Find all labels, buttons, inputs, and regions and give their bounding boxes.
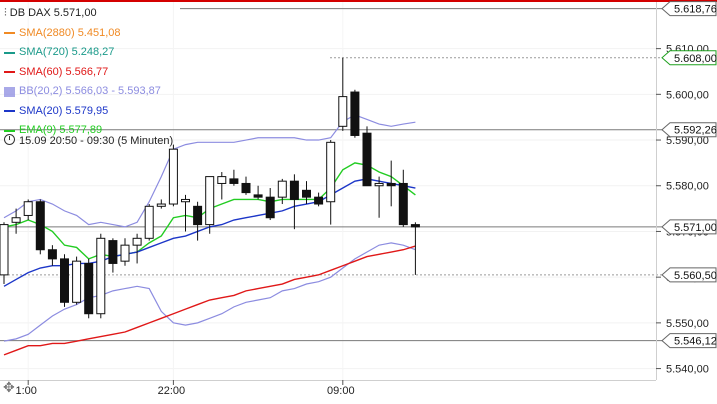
y-tick-label: 5.580,00 <box>666 181 709 193</box>
y-tick-label: 5.540,00 <box>666 364 709 376</box>
price-level-marker[interactable]: 5.571,00 <box>661 219 717 235</box>
price-level-marker-box <box>661 1 717 17</box>
price-level-marker[interactable]: 5.546,12 <box>661 333 717 349</box>
legend-swatch <box>4 71 15 74</box>
legend-swatch <box>4 86 15 97</box>
price-level-label: 5.571,00 <box>674 222 717 234</box>
x-tick-label: 22:00 <box>158 385 186 397</box>
y-tick-label: 5.590,00 <box>666 135 709 147</box>
candle-body[interactable] <box>84 262 94 315</box>
candle-body[interactable] <box>386 182 396 187</box>
y-tick-label: 5.600,00 <box>666 89 709 101</box>
price-level-marker-box <box>661 219 717 235</box>
price-level-label: 5.618,76 <box>674 4 717 16</box>
candle-body[interactable] <box>11 217 21 223</box>
legend-label: SMA(2880) 5.451,08 <box>19 26 121 39</box>
legend-label: SMA(60) 5.566,77 <box>19 65 109 78</box>
legend-item[interactable]: SMA(720) 5.248,27 <box>4 43 161 63</box>
candle-body[interactable] <box>0 224 9 276</box>
candle-body[interactable] <box>253 194 263 198</box>
candle-body[interactable] <box>314 196 324 205</box>
candle-body[interactable] <box>217 176 227 184</box>
price-level-marker[interactable]: 5.618,76 <box>661 1 717 17</box>
candle-body[interactable] <box>229 178 239 184</box>
candle-body[interactable] <box>265 196 275 219</box>
legend-item[interactable]: BB(20,2) 5.566,03 - 5.593,87 <box>4 82 161 102</box>
clock-icon <box>4 134 15 145</box>
legend-label: BB(20,2) 5.566,03 - 5.593,87 <box>19 85 161 97</box>
legend-swatch <box>4 110 15 113</box>
legend-label: DB DAX 5.571,00 <box>9 7 97 19</box>
candle-body[interactable] <box>120 244 130 262</box>
price-level-marker[interactable]: 5.608,00 <box>661 50 717 66</box>
candle-body[interactable] <box>168 148 178 205</box>
candle-body[interactable] <box>144 205 154 239</box>
indicator-line-sma60 <box>3 245 416 356</box>
price-level-label: 5.592,26 <box>674 125 717 137</box>
candle-body[interactable] <box>362 132 372 187</box>
candle-body[interactable] <box>47 249 57 260</box>
candle-body[interactable] <box>132 237 142 246</box>
candlestick-icon: ⫶ <box>4 7 7 19</box>
price-level-marker-box <box>661 122 717 138</box>
price-level-marker-box <box>661 50 717 66</box>
chart-legend: ⫶ DB DAX 5.571,00 SMA(2880) 5.451,08 SMA(72… <box>4 4 161 141</box>
candle-body[interactable] <box>205 176 215 226</box>
candle-body[interactable] <box>181 198 190 203</box>
legend-item[interactable]: SMA(20) 5.579,95 <box>4 102 161 122</box>
move-icon[interactable]: ✥ <box>3 379 15 395</box>
candle-body[interactable] <box>60 258 69 303</box>
candle-body[interactable] <box>289 180 299 200</box>
price-level-marker-box <box>661 333 717 349</box>
candle-body[interactable] <box>410 224 420 228</box>
candle-body[interactable] <box>374 182 384 187</box>
timeframe-label: 15.09 20:50 - 09:30 (5 Minuten) <box>19 135 174 147</box>
price-level-label: 5.546,12 <box>674 336 717 348</box>
candle-body[interactable] <box>72 260 82 303</box>
candle-body[interactable] <box>35 201 45 251</box>
candle-body[interactable] <box>277 180 287 198</box>
price-level-label: 5.560,50 <box>674 270 717 282</box>
candle-body[interactable] <box>156 203 166 207</box>
legend-item[interactable]: SMA(2880) 5.451,08 <box>4 24 161 44</box>
candle-body[interactable] <box>96 237 106 315</box>
candle-body[interactable] <box>350 91 360 136</box>
legend-label: EMA(9) 5.577,89 <box>19 124 103 136</box>
candle-body[interactable] <box>398 182 408 226</box>
bollinger-band-line <box>3 242 416 342</box>
price-level-marker[interactable]: 5.592,26 <box>661 122 717 138</box>
price-level-label: 5.608,00 <box>674 53 717 65</box>
legend-label: SMA(720) 5.248,27 <box>19 46 115 58</box>
candle-body[interactable] <box>193 205 203 226</box>
x-tick-label: 09:00 <box>327 385 355 397</box>
candle-body[interactable] <box>302 189 311 198</box>
candle-body[interactable] <box>338 96 348 127</box>
candle-body[interactable] <box>23 201 33 216</box>
timeframe-info: 15.09 20:50 - 09:30 (5 Minuten) <box>4 134 173 147</box>
legend-item[interactable]: ⫶ DB DAX 5.571,00 <box>4 4 161 24</box>
legend-item[interactable]: SMA(60) 5.566,77 <box>4 63 161 83</box>
candle-body[interactable] <box>326 141 336 203</box>
legend-label: SMA(20) 5.579,95 <box>19 104 109 117</box>
price-level-marker[interactable]: 5.560,50 <box>661 267 717 283</box>
legend-swatch <box>4 129 15 132</box>
candle-body[interactable] <box>108 240 118 264</box>
y-tick-label: 5.550,00 <box>666 318 709 330</box>
legend-swatch <box>4 32 15 35</box>
legend-item[interactable]: EMA(9) 5.577,89 <box>4 121 161 141</box>
x-tick-label: 1:00 <box>15 385 36 397</box>
legend-swatch <box>4 51 15 54</box>
price-level-marker-box <box>661 267 717 283</box>
candle-body[interactable] <box>241 182 251 194</box>
